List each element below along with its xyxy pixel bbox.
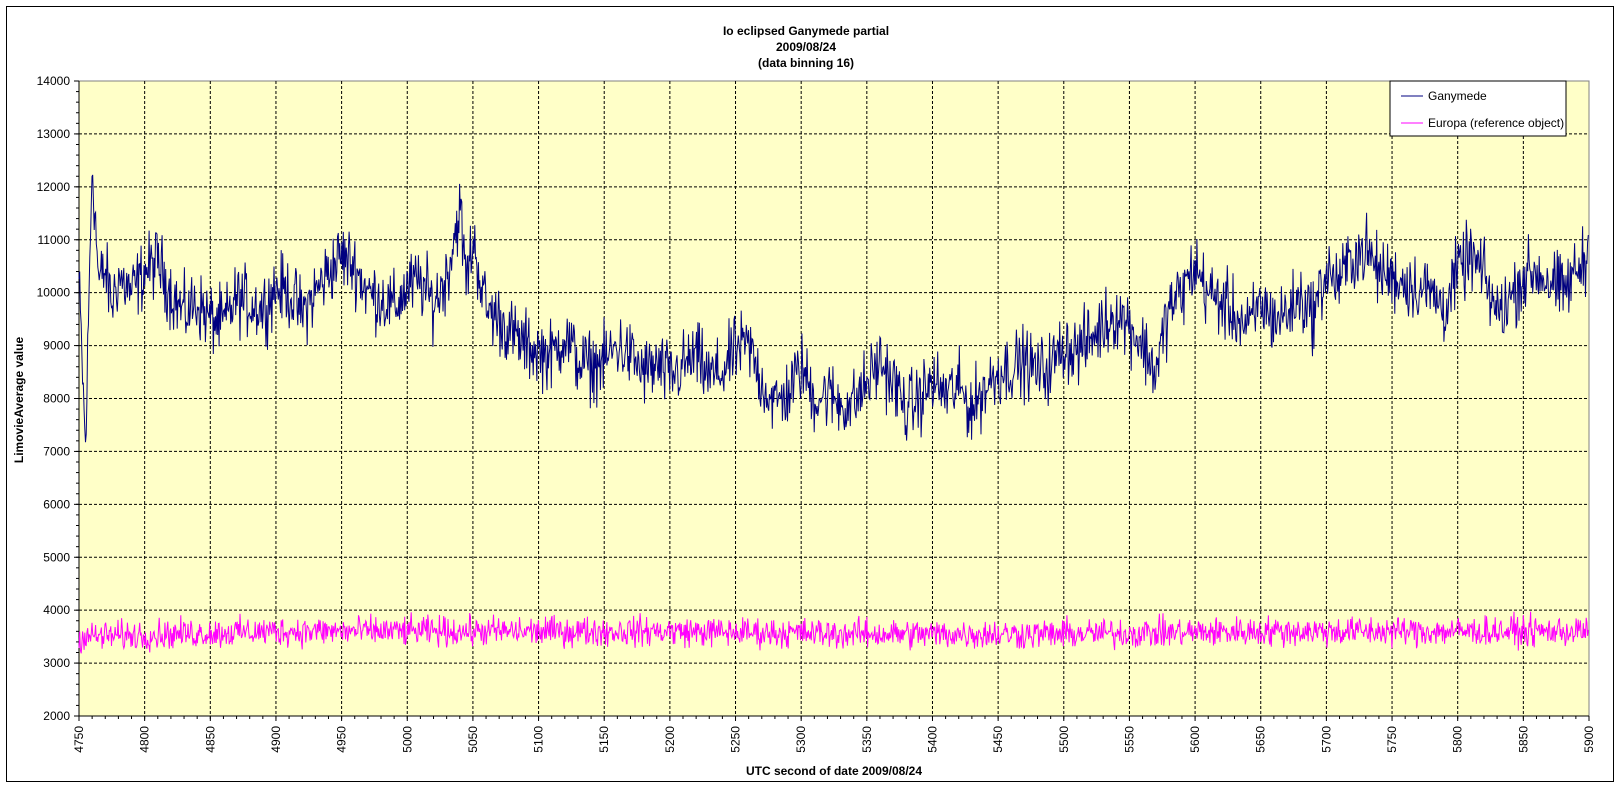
title-line-3: (data binning 16) [758,56,854,70]
legend-box [1389,80,1567,137]
x-tick-label: 5100 [532,726,546,753]
x-tick-label: 5650 [1254,726,1268,753]
series-line-europa [78,611,1589,654]
y-tick-label: 11000 [38,233,71,247]
y-tick-label: 9000 [43,339,70,353]
y-tick-label: 5000 [43,550,70,564]
x-tick-label: 4750 [72,726,86,753]
x-tick-label: 5350 [860,726,874,753]
y-tick-label: 7000 [43,444,70,458]
y-tick-label: 6000 [43,497,70,511]
y-tick-label: 4000 [43,603,70,617]
series-layer [78,174,1589,654]
x-tick-label: 5750 [1385,726,1399,753]
legend: Ganymede Europa (reference object) [1389,80,1567,137]
x-tick-label: 4900 [269,726,283,753]
x-tick-label: 5850 [1516,726,1530,753]
x-tick-label: 5300 [794,726,808,753]
title-line-1: Io eclipsed Ganymede partial [723,24,889,38]
x-tick-label: 5200 [663,726,677,753]
y-tick-label: 13000 [37,127,71,141]
x-tick-label: 5800 [1451,726,1465,753]
x-tick-label: 5150 [597,726,611,753]
y-tick-label: 3000 [43,656,70,670]
axes [74,80,1590,721]
title-line-2: 2009/08/24 [776,40,836,54]
y-tick-label: 12000 [37,180,71,194]
y-tick-label: 10000 [37,286,71,300]
x-tick-label: 5400 [925,726,939,753]
x-tick-label: 5050 [466,726,480,753]
x-axis-label: UTC second of date 2009/08/24 [746,764,922,778]
y-tick-label: 14000 [37,74,71,88]
x-tick-label: 5500 [1057,726,1071,753]
chart-title: Io eclipsed Ganymede partial 2009/08/24 … [723,24,889,70]
x-tick-label: 4950 [335,726,349,753]
y-tick-labels: 2000 3000 4000 5000 6000 7000 8000 9000 10000 110… [37,74,71,723]
x-tick-label: 4800 [138,726,152,753]
x-tick-label: 5600 [1188,726,1202,753]
x-tick-label: 5450 [991,726,1005,753]
x-tick-label: 5000 [400,726,414,753]
legend-label-ganymede: Ganymede [1428,89,1487,103]
y-axis-label: LimovieAverage value [12,337,26,464]
y-tick-label: 8000 [43,392,70,406]
series-line-ganymede [78,174,1589,443]
y-tick-label: 2000 [43,709,70,723]
legend-label-europa: Europa (reference object) [1428,116,1564,130]
x-tick-labels: 4750 4800 4850 4900 4950 5000 5050 5100 5150 5200… [72,726,1596,753]
x-tick-label: 4850 [203,726,217,753]
x-tick-label: 5900 [1582,726,1596,753]
x-tick-label: 5700 [1319,726,1333,753]
x-tick-label: 5550 [1122,726,1136,753]
x-tick-label: 5250 [729,726,743,753]
